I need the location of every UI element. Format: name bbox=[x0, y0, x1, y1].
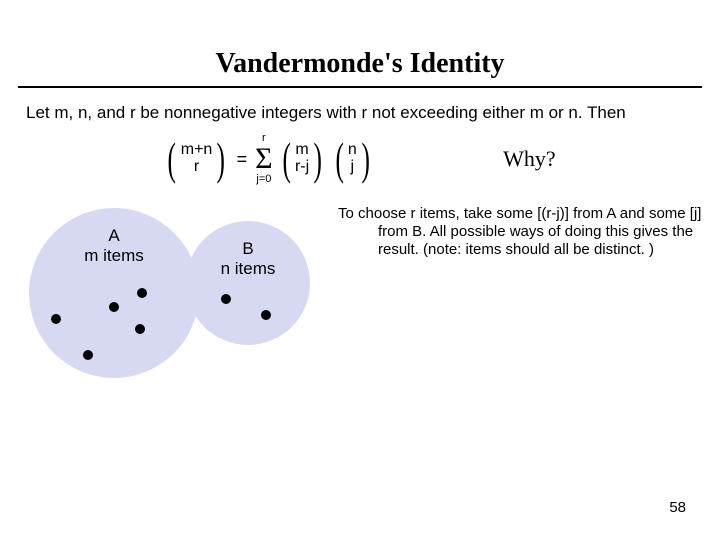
binom-m-bottom: r-j bbox=[295, 159, 309, 176]
circle-b-label-1: B bbox=[186, 239, 310, 259]
venn-diagram: A m items B n items bbox=[24, 205, 324, 375]
circle-b-label-2: n items bbox=[186, 259, 310, 279]
binom-n-bottom: j bbox=[351, 159, 355, 176]
summation: r Σ j=0 bbox=[255, 133, 272, 185]
circle-b: B n items bbox=[186, 221, 310, 345]
binom-m-top: m bbox=[295, 142, 308, 159]
explanation-paragraph: To choose r items, take some [(r-j)] fro… bbox=[338, 205, 702, 259]
formula-row: ( m+n r ) = r Σ j=0 ( m r-j ) ( n j bbox=[0, 133, 720, 185]
equals-sign: = bbox=[237, 149, 248, 170]
binom-left-bottom: r bbox=[194, 159, 199, 176]
title-underline bbox=[18, 86, 702, 88]
binom-n-top: n bbox=[348, 142, 357, 159]
page-number: 58 bbox=[669, 499, 686, 516]
explanation-text: To choose r items, take some [(r-j)] fro… bbox=[338, 205, 702, 259]
binom-m: ( m r-j ) bbox=[279, 136, 326, 182]
binom-left-top: m+n bbox=[181, 142, 213, 159]
circle-a: A m items bbox=[29, 208, 199, 378]
binom-left: ( m+n r ) bbox=[164, 136, 228, 182]
page-title: Vandermonde's Identity bbox=[0, 0, 720, 86]
circle-a-label-1: A bbox=[29, 226, 199, 246]
binom-n: ( n j ) bbox=[332, 136, 374, 182]
intro-text: Let m, n, and r be nonnegative integers … bbox=[26, 102, 698, 123]
circle-a-label-2: m items bbox=[29, 246, 199, 266]
sum-lower: j=0 bbox=[256, 174, 271, 185]
why-label: Why? bbox=[503, 146, 556, 172]
lower-region: A m items B n items To choose r items, t… bbox=[24, 205, 702, 375]
vandermonde-formula: ( m+n r ) = r Σ j=0 ( m r-j ) ( n j bbox=[164, 133, 373, 185]
